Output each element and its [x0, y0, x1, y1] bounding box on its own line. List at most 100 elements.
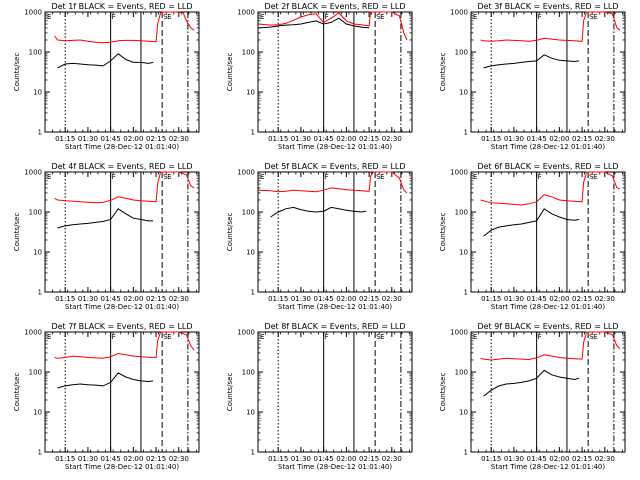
y-tick-label: 10 — [33, 249, 42, 257]
x-tick-label: 01:30 — [78, 455, 98, 463]
series-lld-line — [480, 171, 621, 206]
x-tick-label: 02:30 — [169, 135, 189, 143]
plot-frame — [257, 171, 413, 293]
x-tick-label: 01:15 — [268, 455, 288, 463]
x-tick-label: 01:30 — [291, 135, 311, 143]
y-axis-label: Counts/sec — [226, 373, 234, 412]
marker-label: S — [163, 173, 168, 181]
x-tick-label: 01:30 — [504, 135, 524, 143]
x-tick-label: 02:00 — [549, 455, 569, 463]
marker-label: F — [325, 333, 329, 341]
y-tick-label: 1000 — [237, 169, 255, 177]
plot-frame — [44, 11, 200, 133]
marker-label: E — [380, 333, 384, 341]
y-tick-label: 10 — [459, 249, 468, 257]
y-tick-label: 1 — [38, 449, 42, 457]
series-events-line — [483, 54, 580, 69]
y-axis-label: Counts/sec — [439, 53, 447, 92]
x-tick-label: 02:00 — [549, 295, 569, 303]
x-tick-label: 01:45 — [314, 455, 334, 463]
x-tick-label: 02:15 — [359, 135, 379, 143]
marker-label: E — [47, 173, 51, 181]
plot-frame — [470, 171, 626, 293]
x-tick-label: 02:00 — [123, 135, 143, 143]
plot-frame — [470, 11, 626, 133]
y-tick-label: 1000 — [450, 9, 468, 17]
series-events-line — [57, 372, 154, 389]
x-tick-label: 02:15 — [359, 455, 379, 463]
series-lld-line — [54, 331, 195, 359]
x-tick-label: 02:15 — [146, 135, 166, 143]
plot-frame — [44, 171, 200, 293]
marker-label: F — [112, 173, 116, 181]
y-tick-label: 10 — [459, 89, 468, 97]
x-tick-label: 02:30 — [382, 295, 402, 303]
y-tick-label: 1 — [464, 129, 468, 137]
panel-4: Det 4f BLACK = Events, RED = LLD 1 10 100 10… — [13, 162, 200, 311]
x-tick-label: 01:30 — [504, 295, 524, 303]
x-tick-label: 01:15 — [481, 295, 501, 303]
x-axis-label: Start Time (28-Dec-12 01:01:40) — [491, 143, 605, 151]
plot-frame — [470, 331, 626, 453]
marker-label: E — [260, 13, 264, 21]
y-tick-label: 1000 — [24, 329, 42, 337]
panel-title: Det 4f BLACK = Events, RED = LLD — [51, 162, 192, 171]
y-tick-label: 1000 — [24, 9, 42, 17]
marker-label: E — [260, 173, 264, 181]
x-tick-label: 02:30 — [382, 135, 402, 143]
x-tick-label: 01:45 — [527, 135, 547, 143]
marker-label: E — [260, 333, 264, 341]
y-tick-label: 10 — [246, 409, 255, 417]
y-tick-label: 10 — [459, 409, 468, 417]
marker-label: S — [589, 173, 594, 181]
series-lld-line — [480, 11, 621, 42]
y-axis-label: Counts/sec — [439, 213, 447, 252]
marker-label: F — [112, 333, 116, 341]
x-axis-label: Start Time (28-Dec-12 01:01:40) — [491, 463, 605, 471]
y-tick-label: 100 — [242, 209, 255, 217]
marker-label: E — [473, 333, 477, 341]
y-tick-label: 10 — [33, 409, 42, 417]
series-lld-line — [54, 11, 195, 44]
marker-label: E — [473, 173, 477, 181]
y-tick-label: 1000 — [237, 329, 255, 337]
marker-label: S — [376, 333, 381, 341]
y-axis-label: Counts/sec — [226, 53, 234, 92]
marker-label: S — [376, 13, 381, 21]
x-tick-label: 02:00 — [123, 455, 143, 463]
x-axis-label: Start Time (28-Dec-12 01:01:40) — [65, 143, 179, 151]
series-events-line — [483, 369, 580, 397]
marker-label: E — [47, 13, 51, 21]
x-tick-label: 02:00 — [336, 455, 356, 463]
x-tick-label: 01:45 — [101, 295, 121, 303]
series-lld-line — [258, 171, 408, 194]
y-tick-label: 1 — [464, 289, 468, 297]
x-tick-label: 02:00 — [336, 135, 356, 143]
marker-label: F — [325, 173, 329, 181]
panel-6: Det 6f BLACK = Events, RED = LLD 1 10 100 10… — [439, 162, 626, 311]
x-tick-label: 01:30 — [78, 295, 98, 303]
panel-5: Det 5f BLACK = Events, RED = LLD 1 10 100 10… — [226, 162, 413, 311]
y-tick-label: 10 — [246, 89, 255, 97]
series-lld-line — [480, 331, 621, 361]
marker-label: S — [589, 13, 594, 21]
x-axis-label: Start Time (28-Dec-12 01:01:40) — [65, 463, 179, 471]
panel-7: Det 7f BLACK = Events, RED = LLD 1 10 100 10… — [13, 322, 200, 471]
marker-label: F — [538, 173, 542, 181]
y-tick-label: 1000 — [24, 169, 42, 177]
series-events-line — [57, 208, 154, 229]
x-tick-label: 02:15 — [146, 455, 166, 463]
y-tick-label: 1000 — [450, 169, 468, 177]
x-tick-label: 01:30 — [504, 455, 524, 463]
x-tick-label: 01:15 — [481, 455, 501, 463]
marker-label: E — [167, 173, 171, 181]
y-tick-label: 100 — [242, 369, 255, 377]
panel-title: Det 2f BLACK = Events, RED = LLD — [264, 2, 405, 11]
marker-label: E — [167, 333, 171, 341]
marker-label: E — [167, 13, 171, 21]
x-tick-label: 02:15 — [572, 295, 592, 303]
marker-label: S — [163, 333, 168, 341]
marker-label: E — [380, 13, 384, 21]
y-tick-label: 10 — [33, 89, 42, 97]
y-tick-label: 100 — [29, 49, 42, 57]
